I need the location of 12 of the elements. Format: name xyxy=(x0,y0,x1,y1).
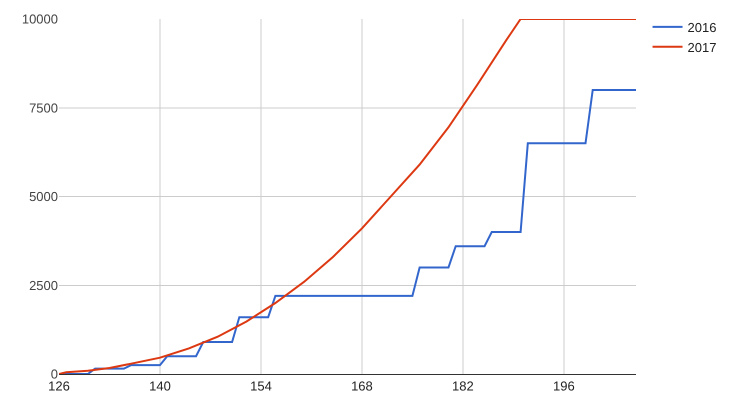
x-tick-label: 140 xyxy=(149,378,171,394)
x-tick-label: 168 xyxy=(351,378,373,394)
legend-label: 2017 xyxy=(688,40,716,55)
y-tick-label: 7500 xyxy=(29,100,58,116)
y-tick-label: 2500 xyxy=(29,278,58,293)
x-tick-label: 196 xyxy=(553,378,575,394)
legend-label: 2016 xyxy=(688,20,716,35)
x-tick-label: 154 xyxy=(250,378,272,394)
y-tick-label: 10000 xyxy=(22,12,58,27)
x-tick-label: 182 xyxy=(452,378,474,394)
y-tick-label: 5000 xyxy=(29,189,58,204)
line-series xyxy=(59,19,636,374)
